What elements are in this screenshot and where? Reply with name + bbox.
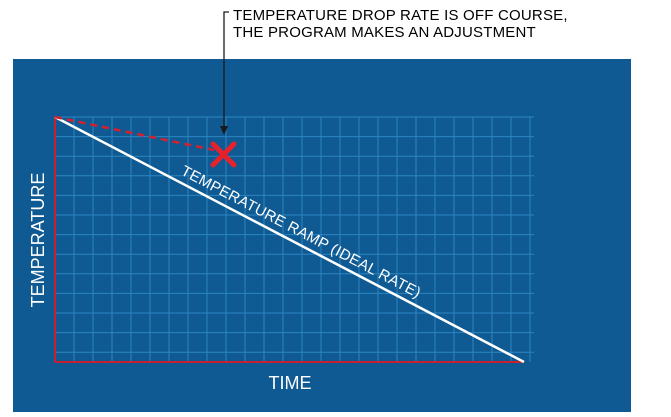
y-axis-label: TEMPERATURE xyxy=(28,173,48,308)
x-mark-icon xyxy=(210,141,237,168)
annotation-callout: TEMPERATURE DROP RATE IS OFF COURSE, THE… xyxy=(233,7,568,41)
annotation-line-2: THE PROGRAM MAKES AN ADJUSTMENT xyxy=(233,24,536,41)
x-axis-label: TIME xyxy=(269,373,312,393)
annotation-line-1: TEMPERATURE DROP RATE IS OFF COURSE, xyxy=(233,7,568,24)
arrow-down-icon xyxy=(220,11,229,135)
temperature-ramp-line xyxy=(54,115,525,364)
deviation-line xyxy=(54,115,215,152)
diagram-panel xyxy=(13,59,631,412)
